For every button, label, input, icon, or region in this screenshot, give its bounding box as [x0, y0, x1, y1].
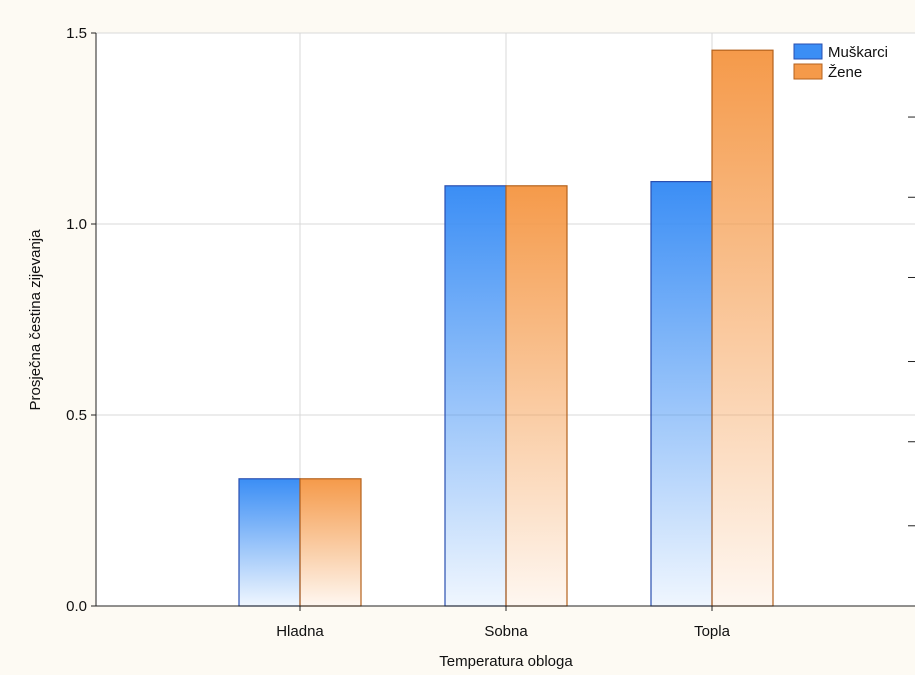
legend-swatch-zene: [793, 63, 823, 80]
bar-zene-sobna: [505, 185, 568, 607]
y-tick-label: 1.5: [66, 25, 87, 42]
bars: [238, 49, 774, 607]
y-tick-label: 1.0: [66, 216, 87, 233]
bar-muskarci-topla: [650, 180, 713, 607]
x-tick-label: Sobna: [484, 623, 528, 640]
bar-muskarci-sobna: [444, 185, 507, 607]
x-tick-labels: Hladna Sobna Topla: [276, 606, 731, 640]
x-axis-label: Temperatura obloga: [439, 653, 573, 670]
right-axis-ticks: [908, 116, 915, 527]
y-tick-labels: 0.0 0.5 1.0 1.5: [66, 25, 96, 615]
bar-zene-hladna: [299, 478, 362, 607]
x-tick-label: Topla: [694, 623, 731, 640]
legend: Muškarci Žene: [793, 43, 888, 81]
y-tick-label: 0.5: [66, 407, 87, 424]
y-tick-label: 0.0: [66, 598, 87, 615]
bar-muskarci-hladna: [238, 478, 301, 607]
x-tick-label: Hladna: [276, 623, 324, 640]
legend-label-muskarci: Muškarci: [828, 44, 888, 61]
legend-swatch-muskarci: [793, 43, 823, 60]
legend-label-zene: Žene: [828, 64, 862, 81]
y-axis-label: Prosječna čestina zijevanja: [27, 229, 44, 411]
bar-zene-topla: [711, 49, 774, 607]
